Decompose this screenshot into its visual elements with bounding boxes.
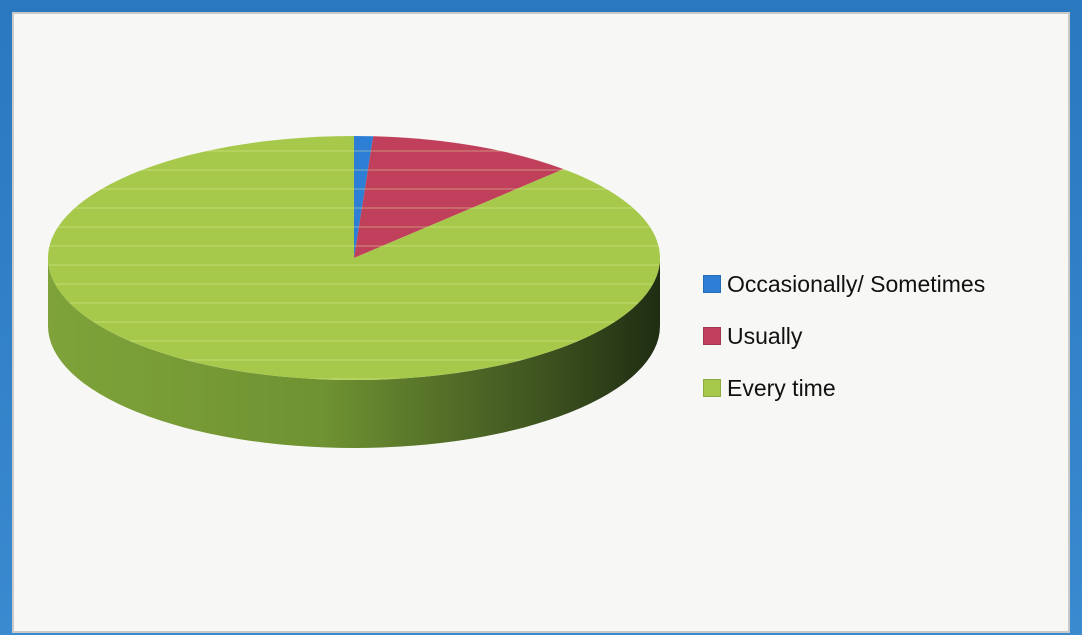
legend-label-usually: Usually <box>727 322 803 349</box>
legend-item-occasionally: Occasionally/ Sometimes <box>703 258 985 310</box>
legend-label-every-time: Every time <box>727 374 836 401</box>
pie-side <box>48 258 660 448</box>
legend: Occasionally/ Sometimes Usually Every ti… <box>703 258 985 414</box>
legend-item-usually: Usually <box>703 310 985 362</box>
legend-item-every-time: Every time <box>703 362 985 414</box>
pie-texture <box>48 136 660 380</box>
legend-swatch-every-time <box>703 379 721 397</box>
pie-top-texture <box>48 136 660 380</box>
legend-label-occasionally: Occasionally/ Sometimes <box>727 270 986 297</box>
legend-swatch-occasionally <box>703 275 721 293</box>
pie-side-wall <box>48 258 660 448</box>
legend-swatch-usually <box>703 327 721 345</box>
